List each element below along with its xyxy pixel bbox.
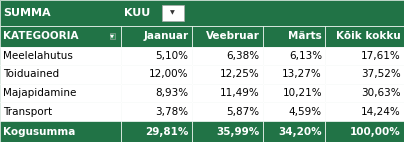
Text: 12,00%: 12,00% bbox=[149, 69, 189, 80]
Text: 30,63%: 30,63% bbox=[361, 88, 401, 98]
Text: 17,61%: 17,61% bbox=[361, 51, 401, 61]
Text: Märts: Märts bbox=[288, 31, 322, 41]
Text: Majapidamine: Majapidamine bbox=[3, 88, 77, 98]
Text: 6,13%: 6,13% bbox=[289, 51, 322, 61]
Text: 34,20%: 34,20% bbox=[278, 127, 322, 136]
Bar bbox=[192, 84, 263, 102]
Bar bbox=[0, 26, 121, 47]
Bar bbox=[192, 121, 263, 142]
Text: 100,00%: 100,00% bbox=[350, 127, 401, 136]
Text: ▼: ▼ bbox=[170, 10, 175, 15]
Text: 4,59%: 4,59% bbox=[289, 107, 322, 117]
Text: ▼: ▼ bbox=[110, 34, 114, 39]
Bar bbox=[325, 47, 404, 65]
Text: Kõik kokku: Kõik kokku bbox=[336, 31, 401, 41]
Text: Transport: Transport bbox=[3, 107, 53, 117]
Bar bbox=[121, 102, 192, 121]
Bar bbox=[0, 121, 121, 142]
Text: 35,99%: 35,99% bbox=[216, 127, 259, 136]
Bar bbox=[263, 47, 325, 65]
Bar bbox=[121, 121, 192, 142]
Text: 14,24%: 14,24% bbox=[361, 107, 401, 117]
Bar bbox=[263, 65, 325, 84]
Text: 3,78%: 3,78% bbox=[156, 107, 189, 117]
Text: 10,21%: 10,21% bbox=[282, 88, 322, 98]
Text: 11,49%: 11,49% bbox=[220, 88, 259, 98]
Text: 29,81%: 29,81% bbox=[145, 127, 189, 136]
Bar bbox=[263, 121, 325, 142]
Text: KATEGOORIA: KATEGOORIA bbox=[3, 31, 79, 41]
Bar bbox=[121, 84, 192, 102]
Bar bbox=[121, 65, 192, 84]
Bar bbox=[263, 102, 325, 121]
Text: 37,52%: 37,52% bbox=[361, 69, 401, 80]
Text: 5,10%: 5,10% bbox=[156, 51, 189, 61]
Bar bbox=[263, 84, 325, 102]
Text: 13,27%: 13,27% bbox=[282, 69, 322, 80]
Bar bbox=[0, 0, 404, 26]
Text: Toiduained: Toiduained bbox=[3, 69, 59, 80]
Bar bbox=[325, 121, 404, 142]
Bar bbox=[192, 65, 263, 84]
Text: 12,25%: 12,25% bbox=[220, 69, 259, 80]
Text: SUMMA: SUMMA bbox=[3, 8, 51, 18]
Bar bbox=[325, 26, 404, 47]
Bar bbox=[0, 65, 121, 84]
Text: Veebruar: Veebruar bbox=[206, 31, 259, 41]
Bar bbox=[325, 84, 404, 102]
Bar bbox=[325, 102, 404, 121]
Bar bbox=[162, 5, 184, 21]
Text: 6,38%: 6,38% bbox=[226, 51, 259, 61]
Text: Meelelahutus: Meelelahutus bbox=[3, 51, 73, 61]
Text: Kogusumma: Kogusumma bbox=[3, 127, 76, 136]
Bar bbox=[263, 26, 325, 47]
Bar bbox=[0, 84, 121, 102]
Bar bbox=[0, 47, 121, 65]
Bar bbox=[325, 65, 404, 84]
Bar bbox=[0, 102, 121, 121]
Bar bbox=[121, 47, 192, 65]
Text: 5,87%: 5,87% bbox=[226, 107, 259, 117]
Bar bbox=[192, 47, 263, 65]
Bar bbox=[192, 102, 263, 121]
Text: KUU: KUU bbox=[124, 8, 151, 18]
Bar bbox=[192, 26, 263, 47]
Bar bbox=[121, 26, 192, 47]
Text: Jaanuar: Jaanuar bbox=[143, 31, 189, 41]
Text: 8,93%: 8,93% bbox=[156, 88, 189, 98]
